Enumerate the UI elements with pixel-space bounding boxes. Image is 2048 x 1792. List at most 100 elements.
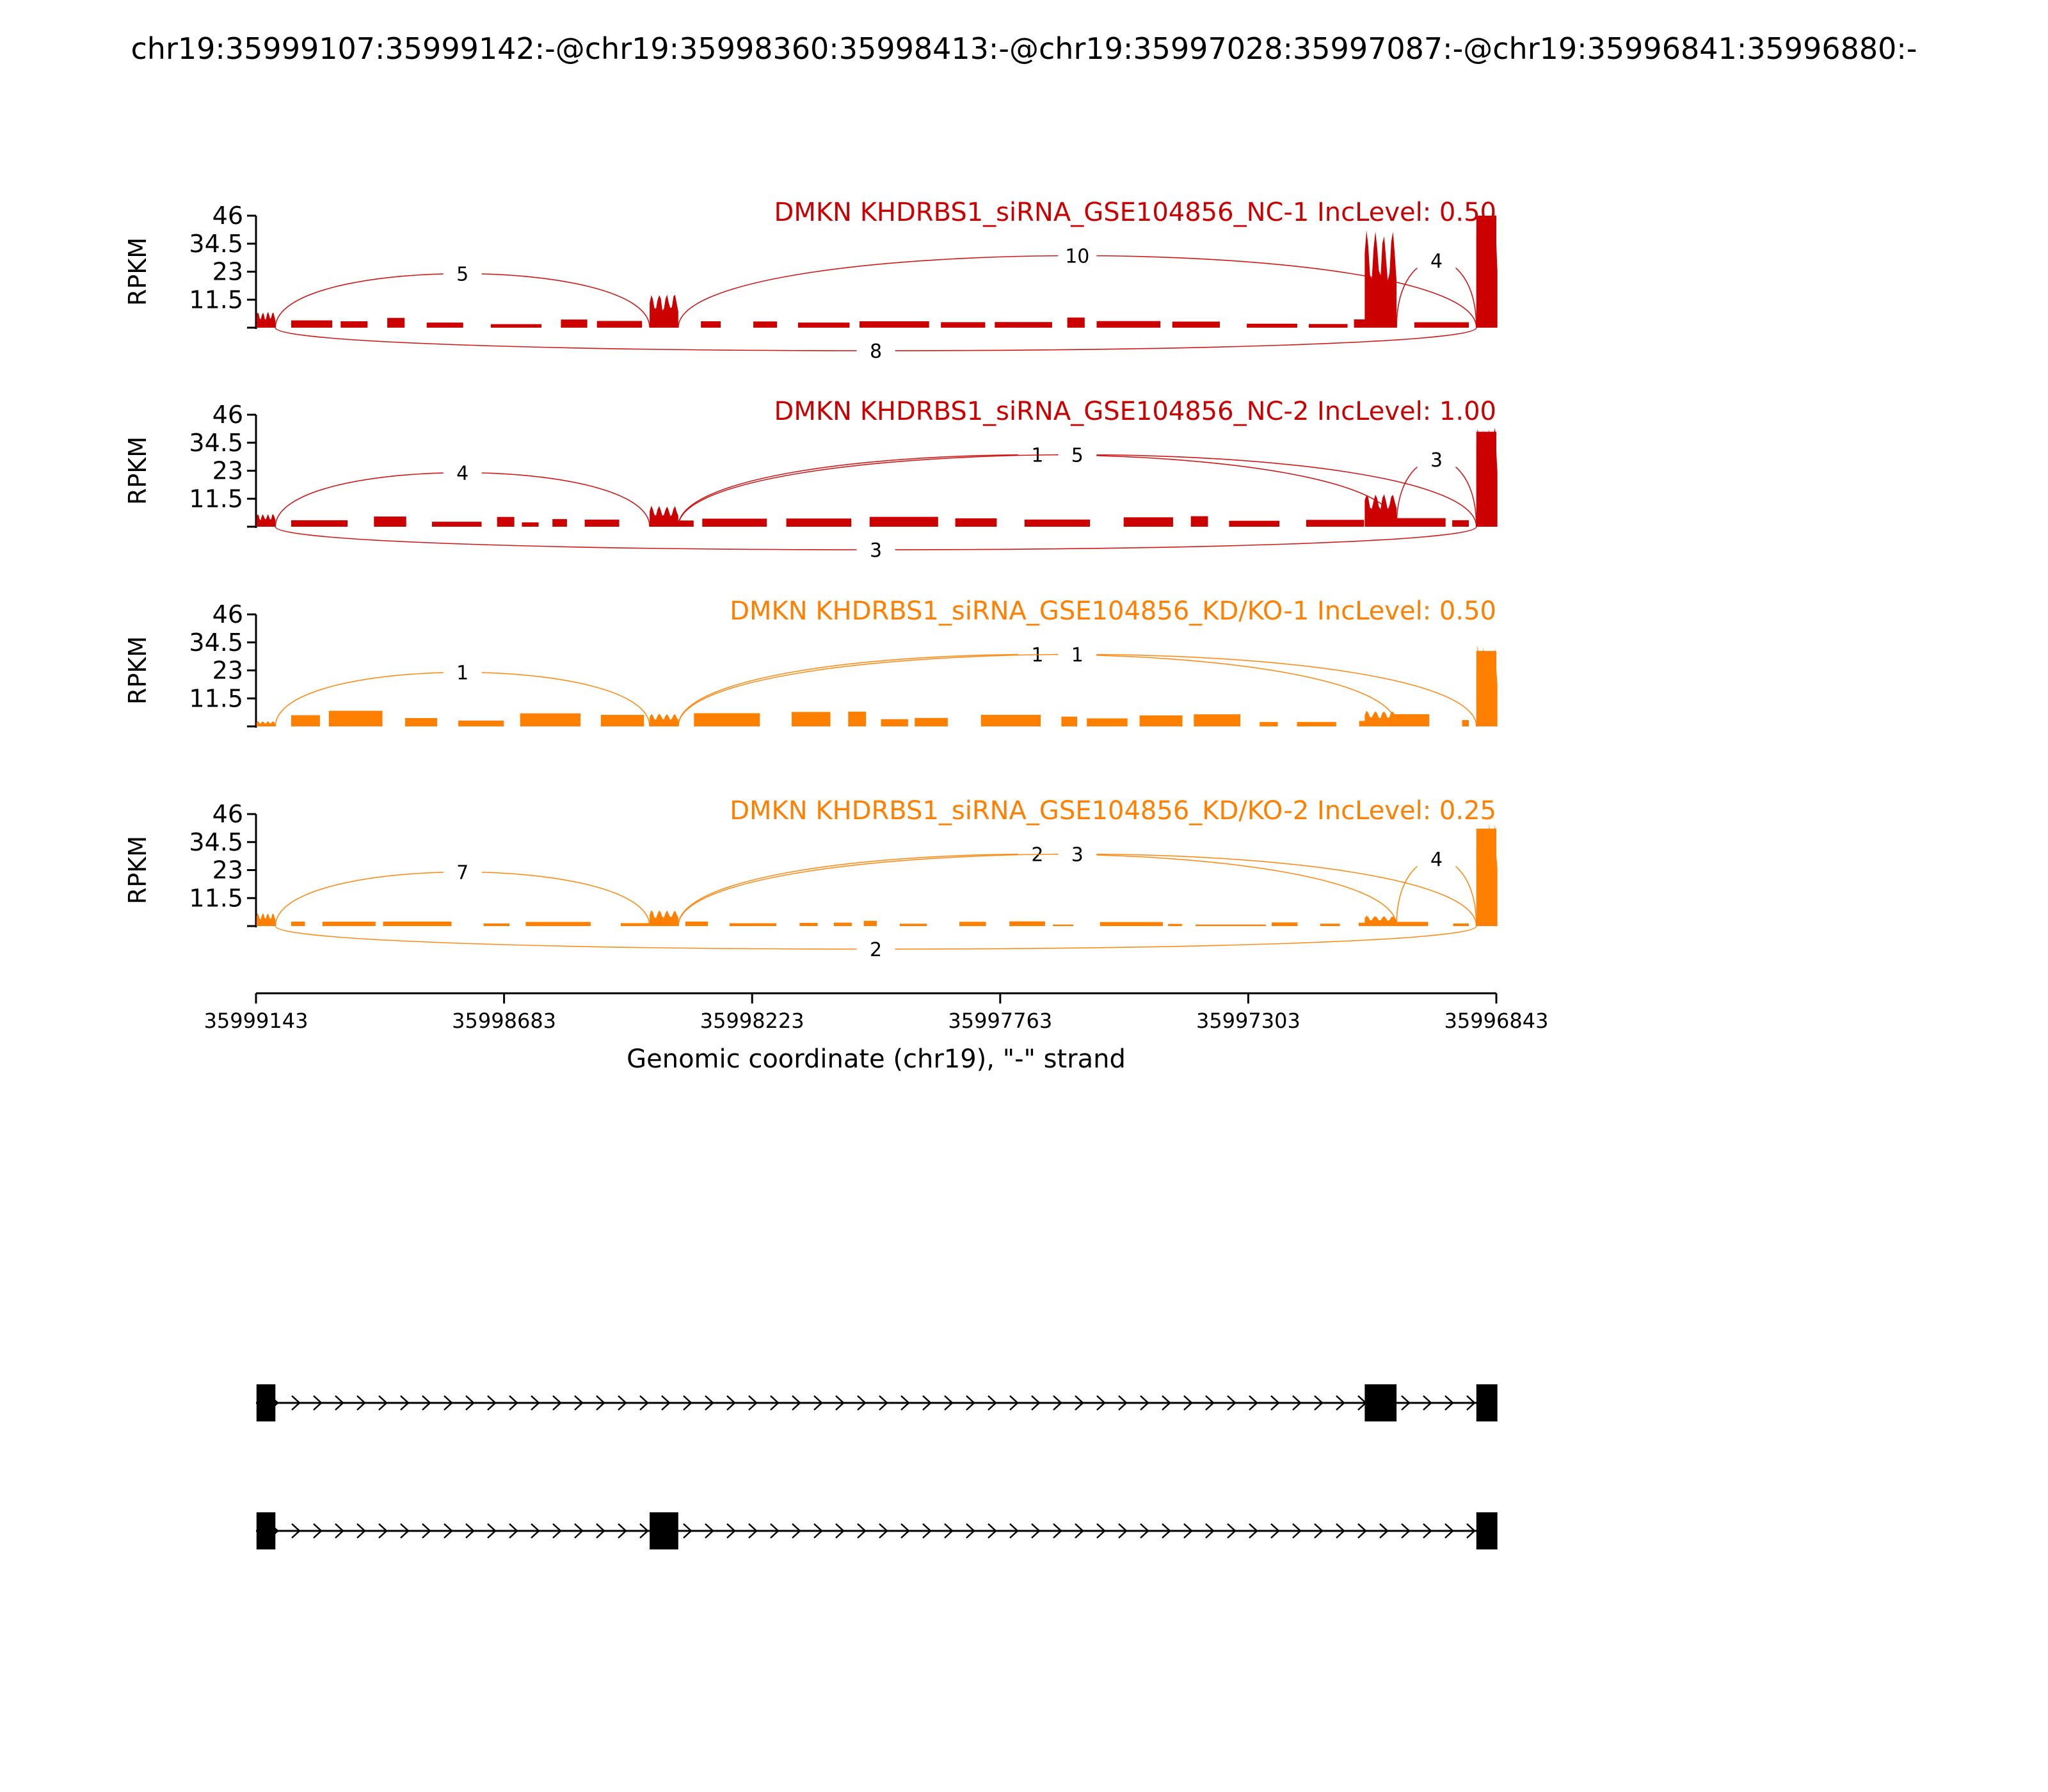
exon-coverage <box>1476 216 1496 328</box>
strand-arrow <box>400 1395 410 1411</box>
strand-arrow <box>1401 1395 1411 1411</box>
exon-coverage <box>1364 494 1397 527</box>
junction-count: 5 <box>456 264 468 286</box>
strand-arrow <box>966 1395 975 1411</box>
strand-arrow <box>1096 1523 1106 1539</box>
junction-count: 1 <box>1031 445 1043 467</box>
strand-arrow <box>1096 1395 1106 1411</box>
junction-label-bg <box>443 659 482 685</box>
strand-arrow <box>900 1395 910 1411</box>
coverage-block <box>792 712 831 726</box>
coverage-block <box>799 923 818 926</box>
coverage-block <box>387 317 405 328</box>
coverage-block <box>959 922 986 926</box>
strand-arrow <box>1031 1523 1041 1539</box>
isoform-models <box>256 1384 1498 1549</box>
strand-arrow <box>835 1395 845 1411</box>
strand-arrow <box>596 1523 605 1539</box>
strand-arrow <box>313 1523 323 1539</box>
strand-arrow <box>1336 1523 1345 1539</box>
coverage-block <box>702 518 767 527</box>
strand-arrow <box>1292 1523 1302 1539</box>
coverage-block <box>900 924 927 926</box>
track-label: DMKN KHDRBS1_siRNA_GSE104856_NC-2 IncLev… <box>774 397 1496 426</box>
coverage-block <box>596 321 643 328</box>
strand-arrow <box>922 1395 932 1411</box>
exon-coverage <box>256 913 276 926</box>
coverage-block <box>497 516 515 527</box>
strand-arrow <box>552 1395 562 1411</box>
strand-arrow <box>618 1395 627 1411</box>
strand-arrow <box>356 1523 366 1539</box>
track-label: DMKN KHDRBS1_siRNA_GSE104856_NC-1 IncLev… <box>774 198 1496 227</box>
exon-box <box>1476 1384 1498 1421</box>
coverage-block <box>1061 716 1078 726</box>
track-label: DMKN KHDRBS1_siRNA_GSE104856_KD/KO-1 Inc… <box>730 596 1496 626</box>
strand-arrow <box>1162 1395 1171 1411</box>
coverage-block <box>863 920 877 926</box>
strand-arrow <box>1009 1523 1019 1539</box>
coverage-block <box>1272 922 1298 926</box>
strand-arrow <box>1075 1523 1084 1539</box>
strand-arrow <box>1314 1523 1324 1539</box>
strand-arrow <box>792 1523 801 1539</box>
strand-arrow <box>748 1523 758 1539</box>
coverage-block <box>1096 321 1161 328</box>
strand-arrow <box>683 1395 692 1411</box>
coverage-block <box>291 320 333 328</box>
strand-arrow <box>1140 1395 1149 1411</box>
x-tick-label: 35999143 <box>204 1009 308 1033</box>
junction-count: 5 <box>1071 445 1084 467</box>
coverage-block <box>426 323 463 328</box>
y-axis-label: RPKM <box>124 636 152 705</box>
strand-arrow <box>378 1395 388 1411</box>
strand-arrow <box>1183 1523 1193 1539</box>
strand-arrow <box>1205 1523 1215 1539</box>
strand-arrow <box>1466 1395 1476 1411</box>
coverage-block <box>1009 921 1045 926</box>
coverage-block <box>1391 714 1430 726</box>
coverage-block <box>1067 317 1085 328</box>
strand-arrow <box>683 1523 692 1539</box>
isoform-1 <box>256 1384 1498 1421</box>
exon-coverage <box>1476 828 1496 926</box>
strand-arrow <box>1118 1523 1128 1539</box>
plot-title: chr19:35999107:35999142:-@chr19:35998360… <box>131 31 1917 66</box>
strand-arrow <box>335 1395 344 1411</box>
coverage-block <box>1168 924 1182 926</box>
strand-arrow <box>1162 1523 1171 1539</box>
junction-count: 2 <box>1031 844 1043 867</box>
strand-arrow <box>944 1523 954 1539</box>
strand-arrow <box>465 1395 475 1411</box>
x-tick-label: 35998223 <box>700 1009 804 1033</box>
coverage-block <box>1194 714 1241 726</box>
coverage-block <box>1087 718 1128 726</box>
coverage-block <box>520 713 580 726</box>
strand-arrow <box>770 1523 780 1539</box>
strand-arrow <box>857 1523 867 1539</box>
strand-arrow <box>1009 1395 1019 1411</box>
exon-box <box>1364 1384 1397 1421</box>
coverage-block <box>1297 722 1336 726</box>
strand-arrow <box>1466 1523 1476 1539</box>
coverage-block <box>786 518 852 527</box>
coverage-block <box>980 714 1041 726</box>
junction-label-bg <box>856 936 895 962</box>
strand-arrow <box>400 1523 410 1539</box>
coverage-block <box>1309 324 1348 328</box>
junction-count: 3 <box>1071 844 1084 867</box>
exon-box <box>650 1512 678 1549</box>
strand-arrow <box>988 1395 997 1411</box>
strand-arrow <box>1053 1523 1062 1539</box>
strand-arrow <box>705 1523 714 1539</box>
strand-arrow <box>1140 1523 1149 1539</box>
coverage-block <box>1453 923 1469 926</box>
junction-label-bg <box>1417 846 1456 872</box>
coverage-block <box>1260 722 1278 726</box>
y-tick-label: 23 <box>212 258 243 286</box>
exon-box <box>256 1512 276 1549</box>
